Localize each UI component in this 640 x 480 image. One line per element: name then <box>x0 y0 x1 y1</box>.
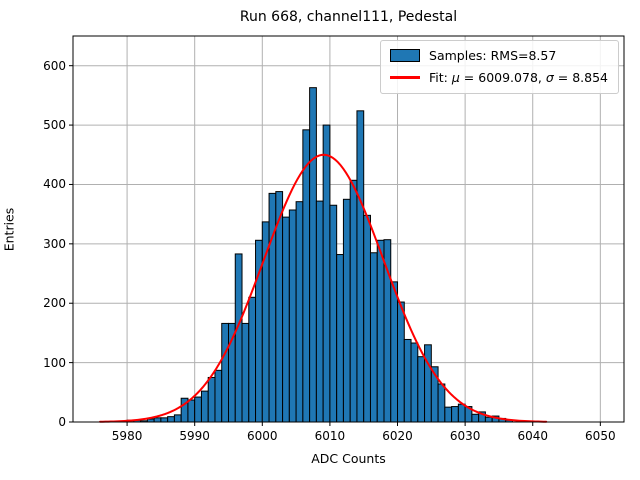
histogram-bar <box>167 416 175 423</box>
histogram-bar <box>397 301 405 423</box>
fit-line-swatch-icon <box>390 76 421 79</box>
x-tick-label: 6020 <box>382 429 413 443</box>
histogram-bar <box>342 198 351 423</box>
histogram-bar <box>349 179 358 423</box>
y-tick-label: 600 <box>43 58 66 73</box>
histogram-bar <box>437 383 446 423</box>
histogram-bar <box>424 344 432 423</box>
histogram-bar <box>336 254 344 423</box>
legend: Samples: RMS=8.57 Fit: μ = 6009.078, σ =… <box>380 40 619 94</box>
histogram-bar <box>356 110 365 423</box>
fit-curve <box>99 153 548 423</box>
histogram-bar <box>207 376 216 423</box>
histogram-bar <box>288 209 297 423</box>
x-tick-label: 6010 <box>314 429 346 443</box>
y-tick-label: 200 <box>43 296 66 311</box>
samples-swatch-icon <box>390 49 421 62</box>
histogram-bar <box>369 252 378 423</box>
legend-item-samples: Samples: RMS=8.57 <box>390 48 608 63</box>
histogram-bar <box>234 253 243 423</box>
legend-item-fit: Fit: μ = 6009.078, σ = 8.854 <box>390 70 608 85</box>
histogram-bar <box>363 214 371 423</box>
histogram-bar <box>153 417 162 423</box>
plot-border <box>72 35 625 423</box>
histogram-bar <box>214 369 223 423</box>
x-tick-label: 6000 <box>247 429 278 443</box>
y-tick-label: 300 <box>43 236 66 251</box>
histogram-bar <box>295 201 304 423</box>
x-tick-label: 5990 <box>179 429 210 443</box>
histogram-bar <box>173 414 182 423</box>
histogram-bar <box>410 342 419 423</box>
histogram-bar <box>376 239 385 423</box>
histogram-bar <box>309 87 317 423</box>
histogram-bar <box>268 192 277 423</box>
histogram-bar <box>248 296 257 423</box>
histogram-bar <box>444 406 453 423</box>
histogram-bar <box>315 200 324 423</box>
histogram-bar <box>403 338 412 423</box>
histogram-bar <box>241 322 250 423</box>
y-tick-label: 0 <box>58 415 66 429</box>
histogram-bar <box>322 124 331 423</box>
histogram-bar <box>261 221 270 423</box>
histogram-bar <box>200 390 209 423</box>
x-axis-label: ADC Counts <box>311 451 386 466</box>
histogram-bar <box>484 416 493 423</box>
x-tick-label: 6040 <box>517 429 548 443</box>
y-tick-label: 500 <box>43 118 66 133</box>
histogram-bar <box>329 204 338 423</box>
y-tick-label: 400 <box>43 177 66 192</box>
histogram-bars <box>126 87 513 423</box>
histogram-bar <box>187 399 196 423</box>
histogram-bar <box>282 216 290 423</box>
histogram-bar <box>471 413 480 423</box>
fit-curve-layer <box>99 153 548 423</box>
histogram-bar <box>451 406 459 423</box>
legend-samples-label: Samples: RMS=8.57 <box>429 48 557 63</box>
axes-layer <box>69 35 625 426</box>
legend-fit-label: Fit: μ = 6009.078, σ = 8.854 <box>429 70 608 85</box>
histogram-bar <box>302 129 311 423</box>
histogram-bar <box>194 396 202 423</box>
histogram-bar <box>383 239 392 423</box>
y-tick-label: 100 <box>43 355 66 370</box>
x-tick-label: 6050 <box>585 429 616 443</box>
histogram-bar <box>417 356 426 423</box>
histogram-bar <box>457 403 466 423</box>
x-tick-label: 5980 <box>111 429 143 443</box>
histogram-bar <box>221 322 229 423</box>
x-tick-label: 6030 <box>449 429 481 443</box>
chart-title: Run 668, channel111, Pedestal <box>239 9 458 25</box>
histogram-bar <box>160 417 169 423</box>
histogram-bar <box>390 281 399 423</box>
